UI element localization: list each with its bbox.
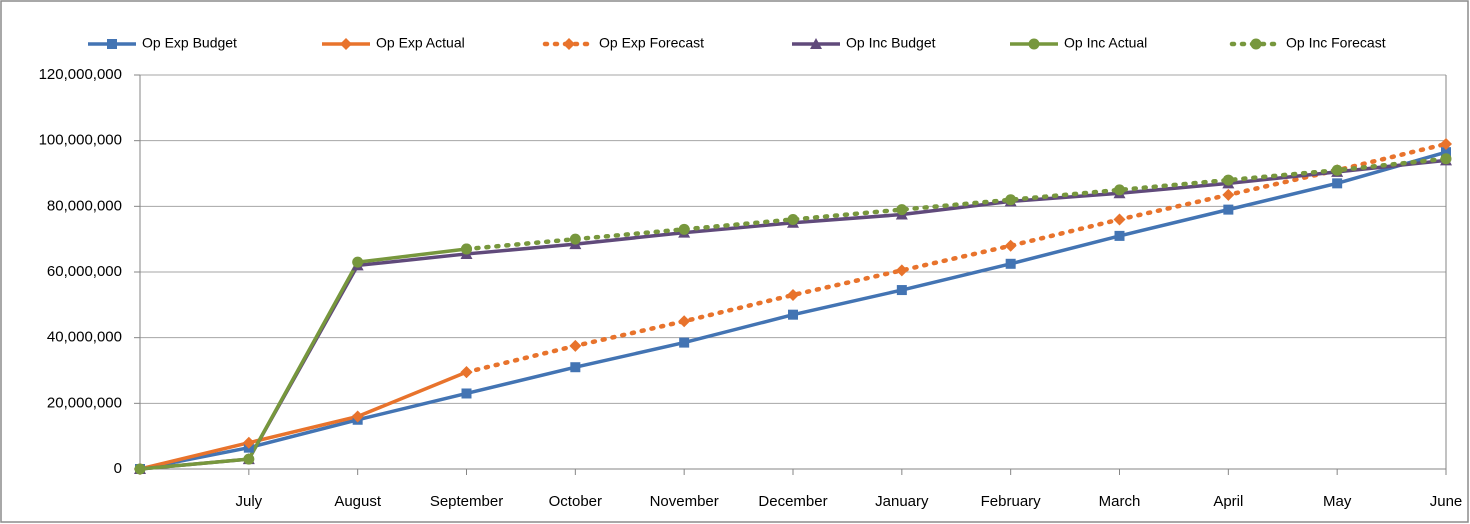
x-tick-label: June (1430, 493, 1463, 510)
x-tick-label: July (235, 493, 262, 510)
y-tick-label: 120,000,000 (39, 66, 122, 83)
legend-label: Op Inc Actual (1064, 35, 1147, 51)
x-tick-label: January (875, 493, 929, 510)
marker (1005, 194, 1017, 206)
marker (1113, 213, 1126, 226)
marker (351, 410, 364, 423)
x-tick-label: February (981, 493, 1042, 510)
marker (678, 315, 691, 328)
x-tick-label: March (1099, 493, 1141, 510)
legend-label: Op Exp Actual (376, 35, 465, 51)
marker (461, 243, 472, 255)
marker (1332, 178, 1343, 189)
marker (1004, 239, 1017, 252)
marker (787, 213, 799, 225)
legend-marker (107, 39, 117, 49)
marker (570, 362, 581, 373)
marker (134, 463, 146, 475)
marker (569, 339, 582, 352)
legend-marker (563, 38, 575, 50)
series-line (464, 141, 1449, 375)
marker (1114, 230, 1125, 241)
legend-marker (1028, 38, 1040, 50)
marker (460, 366, 473, 379)
y-tick-label: 20,000,000 (47, 394, 122, 411)
marker (678, 223, 690, 235)
legend-marker (810, 38, 822, 49)
legend-label: Op Inc Budget (846, 35, 936, 51)
legend-marker (340, 38, 352, 50)
legend-label: Op Exp Forecast (599, 35, 704, 51)
legend-label: Op Exp Budget (142, 35, 237, 51)
marker (1114, 184, 1125, 196)
marker (1441, 147, 1451, 158)
marker (679, 337, 690, 348)
marker (895, 264, 908, 277)
y-tick-label: 100,000,000 (39, 132, 122, 149)
marker (1331, 164, 1343, 176)
x-tick-label: December (758, 493, 827, 510)
y-tick-label: 60,000,000 (47, 263, 122, 280)
x-tick-label: November (650, 493, 719, 510)
marker (1005, 258, 1016, 269)
marker (1223, 204, 1234, 215)
series-line (139, 370, 468, 471)
marker (896, 204, 908, 216)
marker (242, 436, 255, 449)
y-tick-label: 80,000,000 (47, 197, 122, 214)
x-tick-label: September (430, 493, 503, 510)
marker (787, 288, 799, 301)
series-line (464, 156, 1449, 252)
marker (1222, 188, 1235, 201)
legend-marker (1250, 38, 1262, 50)
marker (461, 388, 472, 399)
y-tick-label: 0 (114, 460, 122, 477)
legend-label: Op Inc Forecast (1286, 35, 1386, 51)
marker (1440, 137, 1452, 150)
marker (896, 285, 907, 296)
marker (243, 453, 255, 465)
series-line (139, 247, 467, 471)
marker (569, 233, 581, 245)
x-tick-label: October (549, 493, 602, 510)
marker (352, 256, 364, 268)
marker (1222, 174, 1234, 186)
x-tick-label: May (1323, 493, 1352, 510)
marker (788, 309, 798, 320)
x-tick-label: August (334, 493, 382, 510)
x-tick-label: April (1213, 493, 1243, 510)
marker (1440, 153, 1452, 165)
y-tick-label: 40,000,000 (47, 329, 122, 346)
